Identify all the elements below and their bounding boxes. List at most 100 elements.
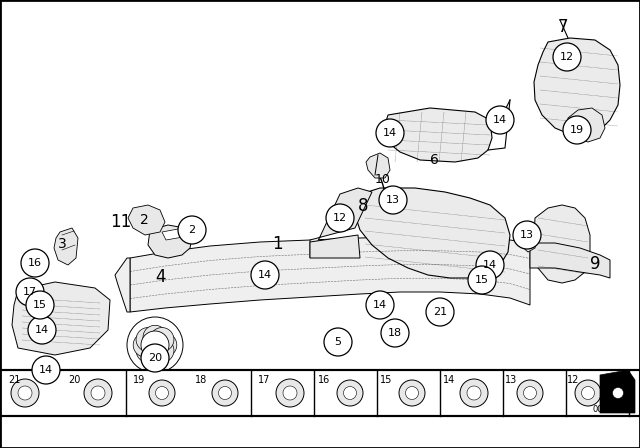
Text: 18: 18 bbox=[195, 375, 207, 385]
Polygon shape bbox=[54, 228, 78, 265]
Circle shape bbox=[143, 325, 167, 349]
Text: 7: 7 bbox=[558, 18, 568, 36]
Circle shape bbox=[91, 386, 105, 400]
Circle shape bbox=[16, 278, 44, 306]
Circle shape bbox=[582, 387, 595, 400]
Circle shape bbox=[156, 387, 168, 400]
Text: 6: 6 bbox=[430, 153, 439, 167]
Circle shape bbox=[251, 261, 279, 289]
Text: 5: 5 bbox=[600, 375, 606, 385]
Circle shape bbox=[32, 356, 60, 384]
Text: 14: 14 bbox=[258, 270, 272, 280]
Circle shape bbox=[399, 380, 425, 406]
Text: 16: 16 bbox=[28, 258, 42, 268]
Circle shape bbox=[406, 387, 419, 400]
Circle shape bbox=[324, 328, 352, 356]
Text: 4: 4 bbox=[155, 268, 166, 286]
Text: 1: 1 bbox=[272, 235, 283, 253]
Text: 9: 9 bbox=[590, 255, 600, 273]
Circle shape bbox=[426, 298, 454, 326]
Polygon shape bbox=[534, 205, 590, 283]
Circle shape bbox=[150, 327, 174, 352]
Circle shape bbox=[575, 380, 601, 406]
Text: 18: 18 bbox=[388, 328, 402, 338]
Circle shape bbox=[513, 221, 541, 249]
Text: 8: 8 bbox=[358, 197, 369, 215]
Polygon shape bbox=[530, 243, 610, 278]
Text: 2: 2 bbox=[188, 225, 196, 235]
Circle shape bbox=[18, 386, 32, 400]
Polygon shape bbox=[600, 370, 635, 413]
Circle shape bbox=[28, 316, 56, 344]
Text: 15: 15 bbox=[380, 375, 392, 385]
Circle shape bbox=[563, 116, 591, 144]
Text: 12: 12 bbox=[567, 375, 579, 385]
Circle shape bbox=[153, 333, 177, 357]
Circle shape bbox=[149, 380, 175, 406]
Text: 5: 5 bbox=[335, 337, 342, 347]
Circle shape bbox=[337, 380, 363, 406]
Polygon shape bbox=[517, 225, 538, 252]
Text: 14: 14 bbox=[443, 375, 455, 385]
Polygon shape bbox=[12, 282, 110, 355]
Circle shape bbox=[486, 106, 514, 134]
Circle shape bbox=[607, 382, 629, 404]
Text: 14: 14 bbox=[373, 300, 387, 310]
Circle shape bbox=[517, 380, 543, 406]
Circle shape bbox=[553, 43, 581, 71]
Circle shape bbox=[381, 319, 409, 347]
Text: 20: 20 bbox=[148, 353, 162, 363]
Circle shape bbox=[476, 251, 504, 279]
Circle shape bbox=[612, 388, 623, 399]
Circle shape bbox=[26, 291, 54, 319]
Text: 14: 14 bbox=[383, 128, 397, 138]
Text: 12: 12 bbox=[333, 213, 347, 223]
Circle shape bbox=[21, 249, 49, 277]
Circle shape bbox=[326, 204, 354, 232]
Text: 19: 19 bbox=[133, 375, 145, 385]
Text: 2: 2 bbox=[140, 213, 148, 227]
Text: 13: 13 bbox=[520, 230, 534, 240]
Circle shape bbox=[344, 387, 356, 400]
Text: 14: 14 bbox=[35, 325, 49, 335]
Text: 17: 17 bbox=[23, 287, 37, 297]
Text: 16: 16 bbox=[318, 375, 330, 385]
Text: 21: 21 bbox=[433, 307, 447, 317]
Circle shape bbox=[133, 333, 157, 357]
Polygon shape bbox=[162, 229, 183, 240]
Polygon shape bbox=[366, 153, 390, 178]
Circle shape bbox=[276, 379, 304, 407]
Circle shape bbox=[376, 119, 404, 147]
Circle shape bbox=[366, 291, 394, 319]
Circle shape bbox=[178, 216, 206, 244]
Polygon shape bbox=[384, 108, 492, 162]
Text: 13: 13 bbox=[505, 375, 517, 385]
Polygon shape bbox=[534, 38, 620, 135]
Text: 21: 21 bbox=[8, 375, 20, 385]
Polygon shape bbox=[568, 108, 605, 142]
Text: 14: 14 bbox=[483, 260, 497, 270]
Text: 10: 10 bbox=[375, 173, 391, 186]
Circle shape bbox=[136, 338, 160, 362]
Text: 14: 14 bbox=[493, 115, 507, 125]
Circle shape bbox=[283, 386, 297, 400]
Text: 14: 14 bbox=[39, 365, 53, 375]
Text: 17: 17 bbox=[258, 375, 270, 385]
Text: 13: 13 bbox=[386, 195, 400, 205]
Text: 11: 11 bbox=[110, 213, 131, 231]
Circle shape bbox=[468, 266, 496, 294]
Circle shape bbox=[212, 380, 238, 406]
Text: 19: 19 bbox=[570, 125, 584, 135]
Circle shape bbox=[524, 387, 536, 400]
Circle shape bbox=[143, 340, 167, 365]
Text: 00173970: 00173970 bbox=[593, 405, 635, 414]
Circle shape bbox=[218, 387, 232, 400]
Text: 15: 15 bbox=[475, 275, 489, 285]
Circle shape bbox=[141, 344, 169, 372]
Polygon shape bbox=[310, 235, 360, 258]
Text: 3: 3 bbox=[58, 237, 67, 251]
Polygon shape bbox=[128, 205, 165, 235]
Text: 15: 15 bbox=[33, 300, 47, 310]
Circle shape bbox=[150, 338, 174, 362]
Polygon shape bbox=[148, 225, 192, 258]
